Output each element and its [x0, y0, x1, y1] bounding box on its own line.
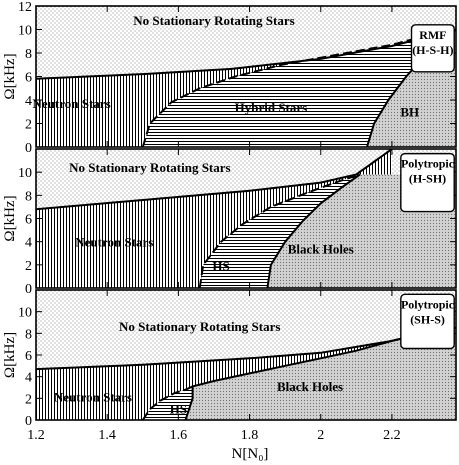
model-tag-line: Polytropic [401, 157, 455, 171]
region-no-stationary-upper [36, 290, 456, 370]
y-tick-label: 8 [25, 327, 32, 342]
region-label-bh: Black Holes [288, 241, 354, 256]
region-label-no_stationary: No Stationary Rotating Stars [119, 319, 280, 334]
x-axis-title: N[N₀] [232, 446, 269, 462]
y-axis-title: Ω[kHz] [2, 53, 18, 99]
y-tick-label: 10 [18, 306, 32, 321]
hybrid-onset-curve [141, 385, 194, 420]
region-label-neutron: Neutron Stars [33, 96, 111, 111]
y-tick-label: 2 [25, 392, 32, 407]
region-label-hybrid: HS [170, 402, 187, 417]
kepler-curve [36, 28, 456, 80]
region-label-neutron: Neutron Stars [54, 390, 132, 405]
region-label-bh: Black Holes [277, 379, 343, 394]
region-label-neutron: Neutron Stars [75, 234, 153, 249]
model-tag-box [410, 24, 455, 73]
y-tick-label: 6 [25, 71, 32, 86]
region-label-hybrid: HS [212, 259, 229, 274]
region-label-bh: BH [400, 104, 419, 119]
y-tick-label: 6 [25, 349, 32, 364]
x-tick-label: 1.4 [98, 428, 116, 443]
x-tick-label: 2.2 [383, 428, 401, 443]
panel-polytropic-shs: 0 2 4 6 8 10 1.2 1.4 1.6 1.8 2 2.2 Ω[kHz] No Stationa… [2, 289, 457, 443]
black-hole-onset-curve [184, 326, 456, 420]
region-no-stationary-upper [36, 149, 456, 210]
x-tick-label: 2 [317, 428, 324, 443]
x-tick-label: 1.6 [170, 428, 188, 443]
y-tick-label: 4 [25, 236, 32, 251]
y-tick-label: 2 [25, 259, 32, 274]
y-tick-label: 6 [25, 213, 32, 228]
region-label-hybrid: Hybrid Stars [235, 100, 308, 115]
model-tag-line: RMF [419, 28, 446, 42]
y-tick-label: 8 [25, 47, 32, 62]
hybrid-onset-curve [141, 28, 456, 147]
y-tick-label: 8 [25, 189, 32, 204]
y-tick-label: 0 [25, 414, 32, 429]
y-tick-label: 2 [25, 118, 32, 133]
black-hole-onset-curve [266, 173, 361, 288]
y-tick-label: 0 [25, 282, 32, 297]
panel-rmf-hsh: 0 2 4 6 8 10 12 Ω[kHz] No Stationary Rotating St… [2, 0, 457, 156]
y-tick-label: 0 [25, 141, 32, 156]
model-tag-line: (H-S-H) [412, 43, 453, 57]
hybrid-onset-curve [198, 173, 361, 288]
model-tag-line: Polytropic [401, 297, 455, 311]
y-tick-label: 10 [18, 24, 32, 39]
y-tick-label: 4 [25, 94, 32, 109]
y-tick-label: 4 [25, 371, 32, 386]
model-tag-line: (SH-S) [410, 312, 445, 326]
y-axis-title: Ω[kHz] [2, 195, 18, 241]
region-label-no_stationary: No Stationary Rotating Stars [133, 13, 294, 28]
region-no-stationary-upper [36, 6, 456, 79]
x-tick-label: 1.8 [241, 428, 259, 443]
y-tick-label: 12 [18, 0, 32, 15]
region-black-holes [185, 327, 456, 420]
x-tick-label: 1.2 [27, 428, 45, 443]
model-tag-box [400, 152, 455, 213]
y-tick-label: 10 [18, 166, 32, 181]
model-tag-line: (H-SH) [409, 172, 446, 186]
region-label-no_stationary: No Stationary Rotating Stars [69, 160, 230, 175]
panel-polytropic-hsh: 0 2 4 6 8 10Ω[kHz] No Stationary Rotating Star… [2, 148, 457, 297]
kepler-curve [36, 149, 393, 211]
model-tag-box [400, 293, 455, 350]
y-axis-title: Ω[kHz] [2, 332, 18, 378]
